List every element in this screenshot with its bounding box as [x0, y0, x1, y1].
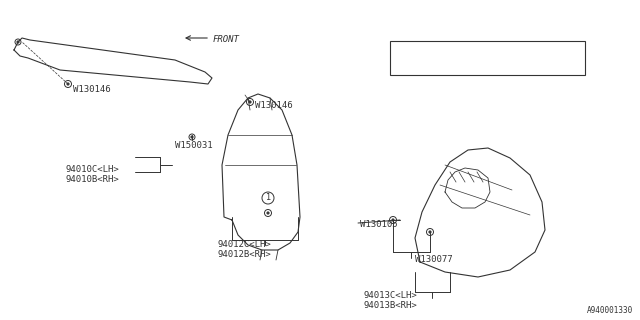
Circle shape	[191, 136, 193, 138]
Text: W130225 ( -1003): W130225 ( -1003)	[408, 45, 494, 54]
Circle shape	[17, 41, 19, 43]
Circle shape	[267, 212, 269, 214]
Text: 94012C<LH>: 94012C<LH>	[218, 240, 272, 249]
Bar	[390, 41, 585, 75]
Text: A940001330: A940001330	[587, 306, 633, 315]
Text: 1: 1	[397, 62, 401, 71]
Text: 94013B<RH>: 94013B<RH>	[363, 301, 417, 310]
Text: W13023  (1004- ): W13023 (1004- )	[408, 62, 494, 71]
Text: W130146: W130146	[73, 85, 111, 94]
Text: W130105: W130105	[360, 220, 397, 229]
Text: 94010C<LH>: 94010C<LH>	[65, 165, 119, 174]
Text: 94012B<RH>: 94012B<RH>	[218, 250, 272, 259]
Text: W150031: W150031	[175, 141, 212, 150]
Text: W130146: W130146	[255, 101, 292, 110]
Text: 94013C<LH>: 94013C<LH>	[363, 291, 417, 300]
Circle shape	[392, 219, 394, 221]
Circle shape	[249, 101, 251, 103]
Text: 1: 1	[266, 194, 271, 203]
Text: 94010B<RH>: 94010B<RH>	[65, 175, 119, 184]
Text: FRONT: FRONT	[213, 35, 240, 44]
Text: W130077: W130077	[415, 255, 452, 264]
Text: 1: 1	[397, 45, 401, 54]
Circle shape	[429, 231, 431, 233]
Circle shape	[67, 83, 69, 85]
